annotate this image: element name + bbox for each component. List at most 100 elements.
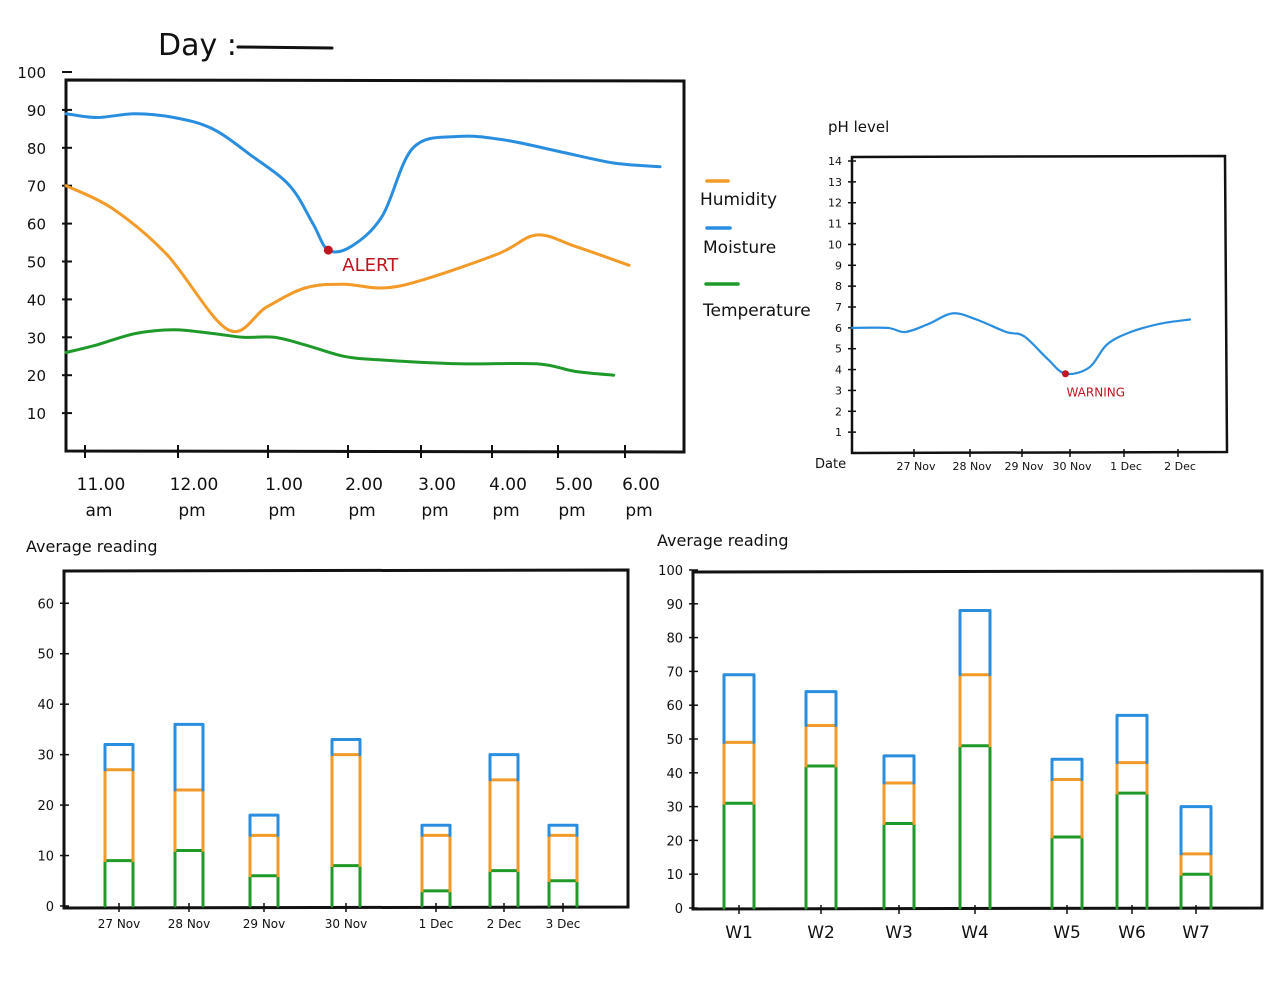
y-tick-label: 80	[27, 140, 46, 158]
x-tick-label: 1 Dec	[419, 917, 454, 931]
ph-chart-annotations: WARNING	[1061, 370, 1125, 400]
bar-segment-temperature	[882, 822, 916, 910]
x-tick-label: W2	[807, 923, 835, 943]
day-label: Day :	[158, 28, 237, 63]
bar-segment-humidity	[1115, 761, 1149, 795]
x-tick-sublabel: pm	[625, 501, 652, 521]
ph-chart-x-label: Date	[815, 457, 846, 472]
y-tick-label: 1	[835, 426, 842, 439]
y-tick-label: 9	[835, 259, 842, 272]
x-tick-label: 3 Dec	[546, 917, 581, 931]
series-line-moisture	[64, 112, 662, 254]
x-tick-label: 2.00	[345, 475, 383, 495]
line-chart-annotations: ALERT	[323, 245, 399, 276]
bar-segment-temperature	[1115, 791, 1149, 910]
bar-segment-temperature	[547, 879, 579, 908]
ph-chart-x-axis: 27 Nov 28 Nov 29 Nov 30 Nov 1 Dec 2 Dec	[897, 449, 1196, 473]
warning-label: WARNING	[1066, 386, 1125, 400]
y-tick-label: 0	[46, 900, 54, 915]
line-chart: 10 20 30 40 50 60 70 80 90 100 11.00 am 12.00 pm 1.00…	[17, 64, 686, 521]
legend-item-temperature: Temperature	[702, 282, 811, 321]
y-tick-label: 30	[666, 801, 683, 816]
y-tick-label: 8	[835, 280, 842, 293]
y-tick-label: 10	[828, 238, 842, 251]
bar-segment-temperature	[722, 801, 756, 910]
y-tick-label: 0	[675, 902, 683, 917]
bar-segment-moisture	[722, 673, 756, 744]
x-tick-sublabel: pm	[348, 501, 375, 521]
weekly-bar-chart-y-axis: 0 10 20 30 40 50 60 70 80 90 100	[658, 564, 698, 917]
bar-segment-temperature	[103, 859, 135, 908]
y-tick-label: 10	[37, 850, 54, 865]
y-tick-label: 100	[17, 64, 46, 82]
series-line-ph	[850, 312, 1192, 376]
daily-bar-chart-y-axis: 0 10 20 30 40 50 60	[37, 597, 69, 915]
y-tick-label: 60	[27, 216, 46, 234]
day-blank-line	[236, 45, 334, 50]
weekly-bar-chart-title: Average reading	[657, 531, 789, 550]
legend-item-moisture: Moisture	[703, 226, 776, 258]
daily-bar-chart-title: Average reading	[26, 537, 158, 556]
bar-segment-temperature	[173, 849, 205, 908]
bar-segment-humidity	[882, 781, 916, 825]
x-tick-sublabel: pm	[558, 501, 585, 521]
bar-segment-moisture	[173, 722, 205, 792]
bar-segment-temperature	[1050, 835, 1084, 910]
bar-segment-moisture	[103, 743, 135, 772]
y-tick-label: 10	[666, 868, 683, 883]
bar-segment-humidity	[330, 753, 362, 868]
bar-segment-moisture	[1115, 713, 1149, 765]
x-tick-label: W3	[885, 923, 913, 943]
x-tick-sublabel: pm	[421, 501, 448, 521]
x-tick-label: W6	[1118, 923, 1146, 943]
legend-label-moisture: Moisture	[703, 238, 776, 258]
bar-segment-temperature	[958, 744, 992, 910]
bar-segment-humidity	[248, 833, 280, 878]
y-tick-label: 5	[835, 343, 842, 356]
weekly-bar-chart-x-axis: W1 W2 W3 W4 W5 W6 W7	[725, 905, 1210, 943]
weekly-bar-chart: Average reading 0 10 20 30 40 50 60 70 80 90 100 W…	[657, 531, 1264, 943]
bar-segment-moisture	[248, 813, 280, 837]
x-tick-label: 2 Dec	[487, 917, 522, 931]
x-tick-sublabel: am	[86, 501, 113, 521]
x-tick-sublabel: pm	[178, 501, 205, 521]
y-tick-label: 30	[27, 329, 46, 347]
bar-segment-humidity	[958, 673, 992, 748]
y-tick-label: 12	[828, 197, 842, 210]
y-tick-label: 6	[835, 322, 842, 335]
x-tick-label: 28 Nov	[168, 917, 211, 931]
ph-chart-series	[850, 312, 1192, 376]
x-tick-label: W7	[1182, 923, 1210, 943]
bar-segment-humidity	[420, 833, 452, 893]
y-tick-label: 50	[37, 648, 54, 663]
x-tick-label: 27 Nov	[98, 917, 141, 931]
bar-segment-humidity	[103, 768, 135, 863]
bar-segment-moisture	[1179, 805, 1213, 856]
y-tick-label: 70	[666, 665, 683, 680]
daily-bar-chart-x-axis: 27 Nov 28 Nov 29 Nov 30 Nov 1 Dec 2 Dec 3 Dec	[98, 903, 581, 931]
y-tick-label: 40	[666, 767, 683, 782]
y-tick-label: 20	[666, 834, 683, 849]
bar-segment-moisture	[958, 609, 992, 677]
bar-segment-moisture	[882, 754, 916, 785]
daily-bar-chart-bars	[103, 722, 579, 908]
y-tick-label: 80	[666, 632, 683, 647]
line-chart-x-axis: 11.00 am 12.00 pm 1.00 pm 2.00 pm 3.00 pm 4.00 pm 5.…	[77, 445, 660, 521]
line-chart-series	[64, 112, 662, 377]
y-tick-label: 3	[835, 384, 842, 397]
y-tick-label: 11	[828, 218, 842, 231]
bar-segment-temperature	[1179, 872, 1213, 910]
y-tick-label: 40	[27, 291, 46, 309]
series-line-humidity	[64, 184, 631, 334]
y-tick-label: 90	[666, 598, 683, 613]
x-tick-label: 11.00	[77, 475, 126, 495]
x-tick-label: 5.00	[555, 475, 593, 495]
y-tick-label: 70	[27, 178, 46, 196]
bar-segment-humidity	[722, 740, 756, 805]
bar-segment-humidity	[804, 723, 838, 768]
bar-segment-temperature	[420, 889, 452, 908]
x-tick-label: 1 Dec	[1110, 460, 1142, 473]
line-chart-y-axis: 10 20 30 40 50 60 70 80 90 100	[17, 64, 72, 423]
y-tick-label: 60	[666, 699, 683, 714]
